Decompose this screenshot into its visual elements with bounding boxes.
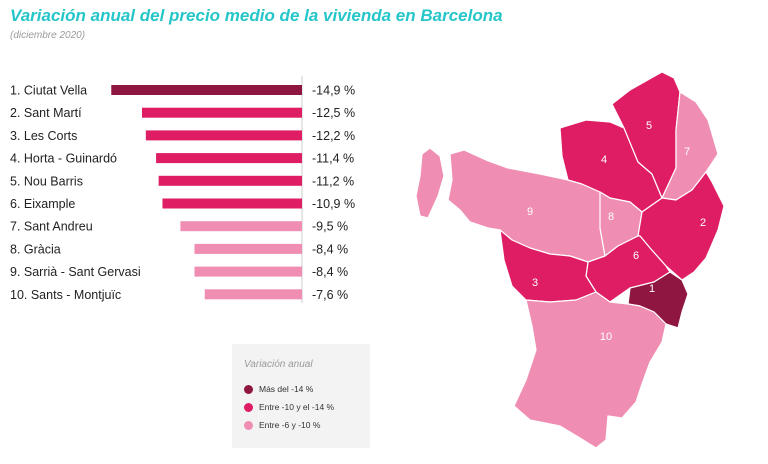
value-label: -7,6 % xyxy=(312,288,348,302)
page-subtitle: (diciembre 2020) xyxy=(10,30,86,41)
bar xyxy=(111,85,302,95)
legend-item-light: Entre -6 y -10 % xyxy=(244,418,320,432)
category-label: 5. Nou Barris xyxy=(10,174,83,188)
page-title: Variación anual del precio medio de la v… xyxy=(10,6,503,25)
district-label-7: 7 xyxy=(684,146,690,158)
legend-label-light: Entre -6 y -10 % xyxy=(259,420,321,430)
legend-swatch-dark xyxy=(244,384,253,394)
value-label: -8,4 % xyxy=(312,265,348,279)
bar xyxy=(180,221,302,232)
value-label: -10,9 % xyxy=(312,197,355,211)
category-label: 9. Sarrià - Sant Gervasi xyxy=(10,265,141,279)
bar xyxy=(204,289,302,300)
bar xyxy=(162,198,302,209)
district-label-5: 5 xyxy=(646,120,652,132)
bar xyxy=(194,243,302,254)
category-label: 4. Horta - Guinardó xyxy=(10,152,117,166)
legend-title: Variación anual xyxy=(244,359,313,370)
district-3-area xyxy=(499,229,597,303)
category-label: 2. Sant Martí xyxy=(10,106,82,120)
value-label: -12,2 % xyxy=(312,129,355,143)
district-map: 1 2 3 4 5 6 7 8 9 10 xyxy=(415,71,725,449)
bar xyxy=(156,153,302,164)
legend: Variación anual Más del -14 % Entre -10 … xyxy=(232,344,370,448)
district-10-area xyxy=(513,291,667,449)
category-label: 6. Eixample xyxy=(10,197,75,211)
category-label: 3. Les Corts xyxy=(10,129,77,143)
category-label: 7. Sant Andreu xyxy=(10,220,93,234)
value-label: -8,4 % xyxy=(312,242,348,256)
district-label-8: 8 xyxy=(608,211,614,223)
legend-swatch-mid xyxy=(244,402,253,412)
district-label-3: 3 xyxy=(532,277,538,289)
value-label: -11,4 % xyxy=(312,152,354,166)
legend-label-mid: Entre -10 y el -14 % xyxy=(259,402,335,412)
legend-swatch-light xyxy=(244,420,253,430)
category-label: 8. Gràcia xyxy=(10,242,61,256)
district-label-2: 2 xyxy=(700,217,706,229)
district-label-4: 4 xyxy=(601,154,607,166)
bar xyxy=(158,175,302,186)
value-label: -14,9 % xyxy=(312,84,355,98)
district-label-9: 9 xyxy=(527,206,533,218)
category-label: 10. Sants - Montjuïc xyxy=(10,288,121,302)
bar xyxy=(194,266,302,277)
legend-label-dark: Más del -14 % xyxy=(259,384,314,394)
bar-chart: 1. Ciutat Vella -14,9 % 2. Sant Martí -12,5… xyxy=(10,76,355,303)
district-label-1: 1 xyxy=(649,283,655,295)
district-label-10: 10 xyxy=(600,331,612,343)
value-label: -12,5 % xyxy=(312,106,355,120)
bar xyxy=(142,107,302,118)
value-label: -11,2 % xyxy=(312,174,354,188)
value-label: -9,5 % xyxy=(312,220,348,234)
district-9-enclave xyxy=(415,147,445,219)
district-label-6: 6 xyxy=(633,250,639,262)
category-label: 1. Ciutat Vella xyxy=(10,84,87,98)
legend-item-dark: Más del -14 % xyxy=(244,382,313,396)
bar xyxy=(145,130,302,141)
legend-item-mid: Entre -10 y el -14 % xyxy=(244,400,334,414)
